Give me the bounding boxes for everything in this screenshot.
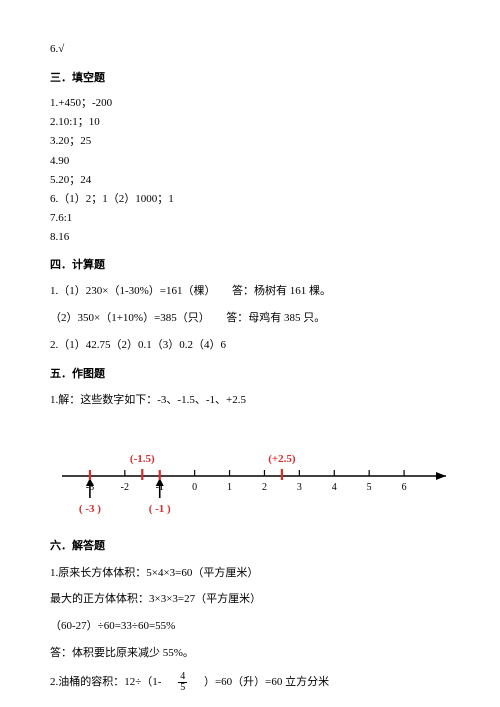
calc-1-1: 1.（1）230×（1-30%）=161（棵） 答：杨树有 161 棵。 <box>50 282 450 301</box>
svg-text:4: 4 <box>332 482 337 493</box>
fill-4: 4.90 <box>50 153 450 170</box>
fill-1: 1.+450；-200 <box>50 95 450 112</box>
calc-2: 2.（1）42.75（2）0.1（3）0.2（4）6 <box>50 336 450 355</box>
section-4-heading: 四．计算题 <box>50 256 450 275</box>
calc-1-2: （2）350×（1+10%）=385（只） 答：母鸡有 385 只。 <box>50 309 450 328</box>
q1-line3: （60-27）÷60=33÷60=55% <box>50 617 450 636</box>
svg-text:( -3 ): ( -3 ) <box>79 503 101 515</box>
svg-text:6: 6 <box>402 482 407 493</box>
q2-fraction: 4 5 <box>178 672 187 693</box>
q1-line1: 1.原来长方体体积：5×4×3=60（平方厘米） <box>50 564 450 583</box>
section-3-heading: 三．填空题 <box>50 69 450 88</box>
q2-line: 2.油桶的容积：12÷（1- 4 5 ）=60（升）=60 立方分米 <box>50 672 450 693</box>
number-line-svg: -3-2-10123456(-1.5)(+2.5)( -3 )( -1 ) <box>50 428 450 523</box>
q2-prefix: 2.油桶的容积：12÷（1- <box>50 676 172 688</box>
svg-text:3: 3 <box>297 482 302 493</box>
q1-answer: 答：体积要比原来减少 55%。 <box>50 644 450 663</box>
svg-text:5: 5 <box>367 482 372 493</box>
q2-frac-den: 5 <box>178 683 187 693</box>
svg-text:2: 2 <box>262 482 267 493</box>
item-6-check: 6.√ <box>50 40 450 59</box>
svg-text:1: 1 <box>227 482 232 493</box>
section-5-heading: 五．作图题 <box>50 365 450 384</box>
svg-text:0: 0 <box>192 482 197 493</box>
fill-6: 6.（1）2；1（2）1000；1 <box>50 191 450 208</box>
svg-text:(-1.5): (-1.5) <box>130 453 155 465</box>
svg-text:( -1 ): ( -1 ) <box>149 503 171 515</box>
fill-7: 7.6:1 <box>50 210 450 227</box>
fill-3: 3.20；25 <box>50 133 450 150</box>
fill-2: 2.10:1；10 <box>50 114 450 131</box>
svg-text:-2: -2 <box>121 482 129 493</box>
drawing-intro: 1.解：这些数字如下：-3、-1.5、-1、+2.5 <box>50 391 450 410</box>
svg-text:(+2.5): (+2.5) <box>268 453 296 465</box>
section-6-heading: 六．解答题 <box>50 537 450 556</box>
fill-5: 5.20；24 <box>50 172 450 189</box>
number-line-figure: -3-2-10123456(-1.5)(+2.5)( -3 )( -1 ) <box>50 428 450 523</box>
fill-8: 8.16 <box>50 229 450 246</box>
q1-line2: 最大的正方体体积：3×3×3=27（平方厘米） <box>50 590 450 609</box>
q2-suffix: ）=60（升）=60 立方分米 <box>193 676 329 688</box>
